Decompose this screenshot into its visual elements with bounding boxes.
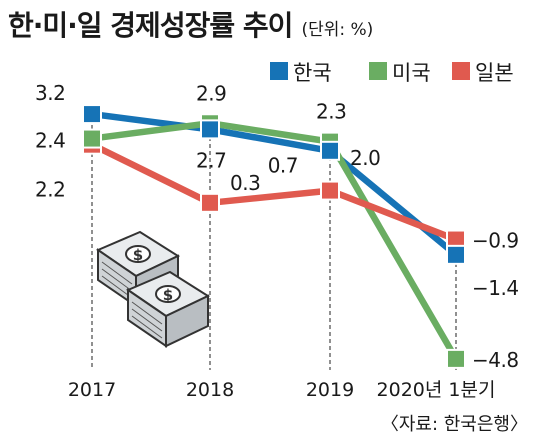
series-line-3 <box>88 141 460 243</box>
data-point <box>446 348 466 369</box>
legend-label: 한국 <box>293 61 332 85</box>
data-label: 0.7 <box>268 154 298 178</box>
data-label: 2.9 <box>196 81 226 105</box>
data-point <box>320 180 340 201</box>
unit-label: (단위: %) <box>301 20 374 40</box>
legend-swatch <box>452 62 470 80</box>
data-label: 2.2 <box>35 178 65 202</box>
data-label: 2.3 <box>316 100 346 124</box>
data-label: −0.9 <box>472 229 519 253</box>
legend-swatch <box>369 62 387 80</box>
legend-label: 일본 <box>475 61 514 85</box>
series-line-1 <box>88 110 460 259</box>
data-point <box>200 192 220 213</box>
data-point <box>82 128 102 149</box>
svg-text:$: $ <box>133 246 143 264</box>
data-label: −4.8 <box>472 348 519 372</box>
legend-label: 미국 <box>392 61 431 85</box>
x-tick-label: 2020년 1분기 <box>377 379 496 401</box>
data-label: 2.0 <box>350 146 380 170</box>
source-note: 〈자료: 한국은행〉 <box>380 414 528 435</box>
data-label: 2.4 <box>35 129 65 153</box>
data-point <box>82 104 102 125</box>
data-label: 2.7 <box>196 148 226 172</box>
data-label: 3.2 <box>35 81 65 105</box>
chart-title: 한·미·일 경제성장률 추이 <box>8 9 293 42</box>
x-tick-label: 2018 <box>186 379 234 401</box>
chart-header: 한·미·일 경제성장률 추이 (단위: %) <box>8 4 373 44</box>
money-bundle-icon: $$ <box>95 230 211 348</box>
data-label: 0.3 <box>230 171 260 195</box>
svg-text:$: $ <box>163 286 173 304</box>
data-point <box>200 119 220 140</box>
series-line-2 <box>88 120 460 363</box>
data-label: −1.4 <box>472 276 519 300</box>
data-point <box>446 244 466 265</box>
legend-swatch <box>270 62 288 80</box>
x-tick-label: 2019 <box>306 379 354 401</box>
x-tick-label: 2017 <box>68 379 116 401</box>
data-point <box>320 140 340 161</box>
